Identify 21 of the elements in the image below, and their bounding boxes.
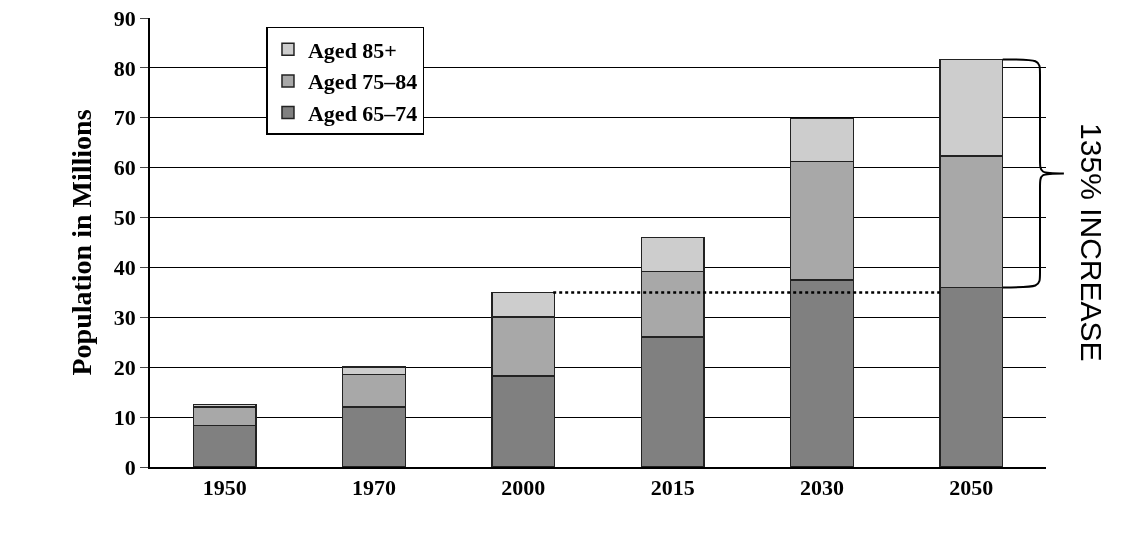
legend-label: Aged 85+ <box>307 37 397 63</box>
y-tick-label: 80 <box>113 55 136 81</box>
x-tick-label: 1970 <box>352 475 396 501</box>
y-tick-label: 0 <box>124 454 136 480</box>
y-tick-label: 30 <box>113 305 136 331</box>
y-tick-label: 40 <box>113 255 136 281</box>
y-tick-label: 90 <box>113 5 136 31</box>
x-tick-label: 2050 <box>949 475 994 501</box>
x-tick-label: 2030 <box>800 475 844 501</box>
y-axis-title: Population in Millions <box>66 109 98 376</box>
y-tick-label: 10 <box>113 404 136 430</box>
legend-label: Aged 75–84 <box>307 69 418 95</box>
y-tick-label: 70 <box>113 105 136 131</box>
y-tick-label: 50 <box>113 205 136 231</box>
x-tick-label: 1950 <box>202 475 247 501</box>
x-tick-label: 2015 <box>650 475 695 501</box>
text: 135% INCREASE <box>1074 123 1108 362</box>
x-tick-label: 2000 <box>501 475 546 501</box>
y-tick-label: 20 <box>113 354 136 380</box>
y-tick-label: 60 <box>113 155 136 181</box>
legend-label: Aged 65–74 <box>307 101 418 127</box>
